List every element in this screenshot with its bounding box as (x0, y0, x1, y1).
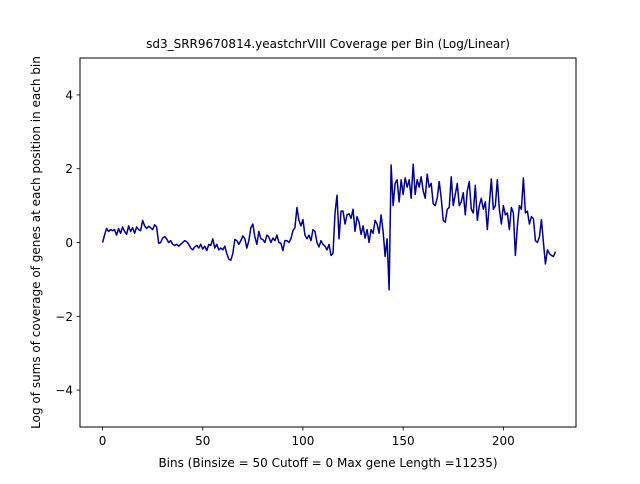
x-axis-label: Bins (Binsize = 50 Cutoff = 0 Max gene L… (158, 456, 497, 470)
y-tick-label: 0 (65, 236, 73, 250)
x-tick-label: 50 (195, 434, 210, 448)
chart-title: sd3_SRR9670814.yeastchrVIII Coverage per… (146, 37, 510, 51)
y-tick-label: −4 (55, 384, 73, 398)
y-axis: −4 −2 0 2 4 (55, 88, 80, 398)
x-tick-label: 150 (392, 434, 415, 448)
y-tick-label: 4 (65, 88, 73, 102)
x-tick-label: 100 (291, 434, 314, 448)
y-tick-label: 2 (65, 162, 73, 176)
x-tick-label: 200 (492, 434, 515, 448)
x-axis: 0 50 100 150 200 (99, 427, 515, 448)
x-tick-label: 0 (99, 434, 107, 448)
y-tick-label: −2 (55, 310, 73, 324)
coverage-line (101, 163, 557, 291)
y-axis-label: Log of sums of coverage of genes at each… (29, 56, 43, 429)
